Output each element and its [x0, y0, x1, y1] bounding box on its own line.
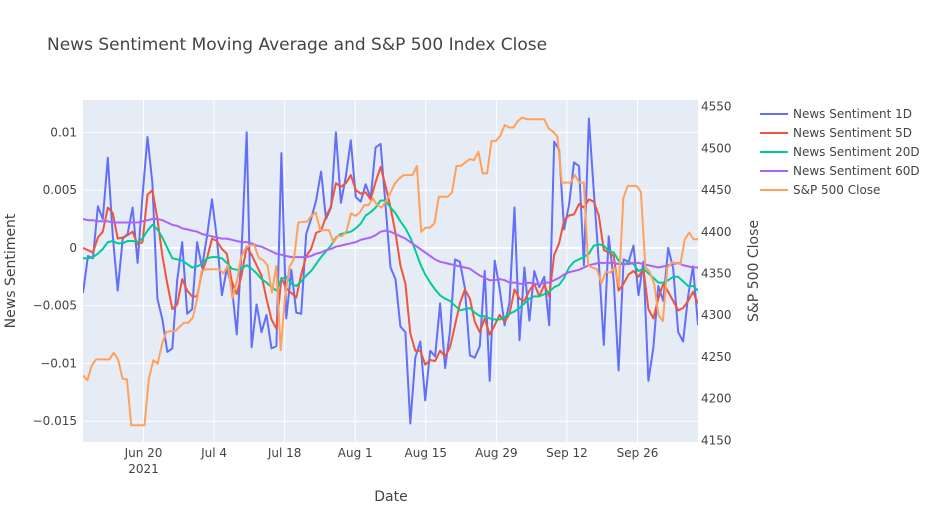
x-tick-label: Jul 4 [200, 446, 227, 460]
y2-tick-label: 4250 [701, 350, 732, 364]
plot-background [83, 100, 698, 442]
y2-tick-label: 4200 [701, 392, 732, 406]
series-line-3 [83, 218, 698, 286]
x-tick-label: Jul 18 [267, 446, 302, 460]
legend-label-3: News Sentiment 60D [793, 164, 920, 178]
x-tick-label: Aug 15 [405, 446, 448, 460]
series-layer [83, 116, 698, 427]
y2-tick-label: 4300 [701, 308, 732, 322]
x-tick-label: Sep 12 [546, 446, 588, 460]
x-axis-title: Date [374, 489, 407, 505]
y2-tick-label: 4550 [701, 100, 732, 114]
legend-label-2: News Sentiment 20D [793, 145, 920, 159]
chart-title: News Sentiment Moving Average and S&P 50… [47, 35, 547, 55]
legend-label-1: News Sentiment 5D [793, 126, 912, 140]
series-line-0 [83, 117, 698, 425]
legend: News Sentiment 1D News Sentiment 5D News S… [760, 107, 920, 197]
axes: 0.01 0.005 0 −0.005 −0.01 −0.015 4550 4500 4450 4… [33, 100, 732, 476]
y2-tick-label: 4500 [701, 141, 732, 155]
y-tick-label: 0.01 [50, 125, 77, 139]
y-tick-label: −0.015 [33, 414, 77, 428]
y2-axis-title: S&P 500 Close [746, 220, 762, 322]
y-tick-label: −0.005 [33, 299, 77, 313]
y-tick-label: 0 [69, 241, 77, 255]
legend-label-4: S&P 500 Close [793, 183, 880, 197]
series-line-2 [83, 199, 698, 321]
x-tick-label: Sep 26 [617, 446, 659, 460]
y-tick-label: 0.005 [43, 183, 77, 197]
x-tick-sublabel: 2021 [128, 462, 159, 476]
y2-tick-label: 4450 [701, 183, 732, 197]
y2-tick-label: 4150 [701, 433, 732, 447]
y2-tick-label: 4350 [701, 267, 732, 281]
y2-tick-label: 4400 [701, 225, 732, 239]
y-tick-label: −0.01 [40, 356, 77, 370]
x-tick-label: Jun 20 [124, 446, 163, 460]
y-axis-title: News Sentiment [3, 213, 19, 328]
legend-label-0: News Sentiment 1D [793, 107, 912, 121]
series-line-4 [83, 116, 698, 427]
x-tick-label: Aug 1 [338, 446, 373, 460]
x-tick-label: Aug 29 [475, 446, 518, 460]
